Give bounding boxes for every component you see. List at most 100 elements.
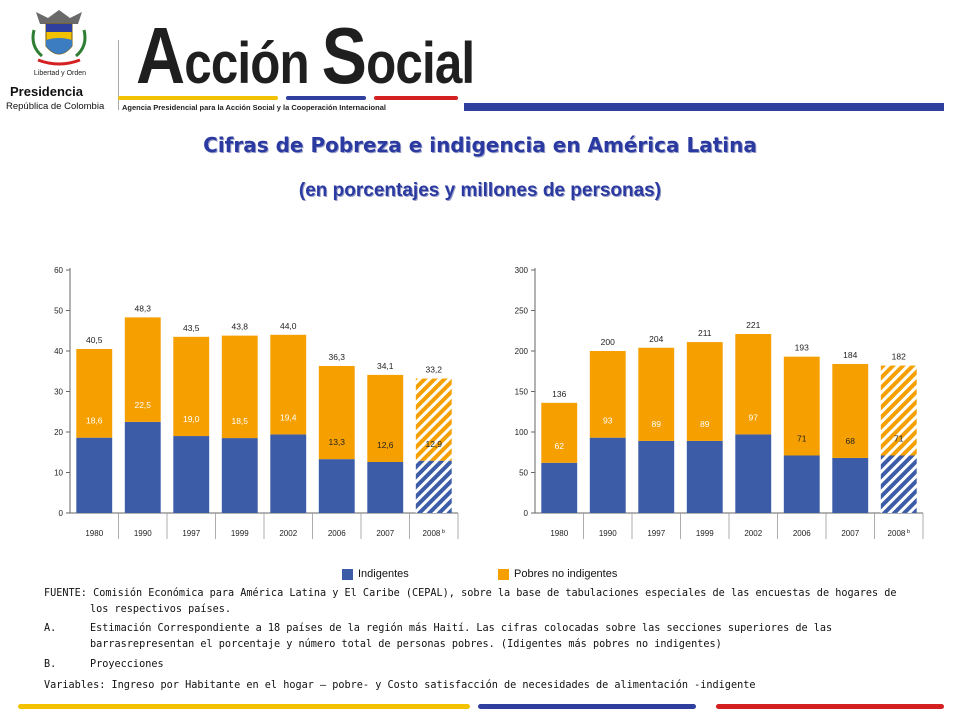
total-value-label: 36,3 [328,352,345,362]
y-tick-label: 10 [54,469,63,478]
bar-indigentes [638,440,675,513]
indigentes-value-label: 71 [894,433,904,443]
x-category-label: 1999 [231,529,249,538]
note-variables: Variables: Ingreso por Habitante en el h… [44,679,756,691]
source-notes: FUENTE: Comisión Económica para América … [44,586,918,693]
y-tick-label: 200 [515,347,529,356]
charts-area: 0 10 20 30 40 50 60 18,6 40,5 1980 22,5 48,3 1990 19,… [40,256,924,586]
bar-indigentes [589,437,626,513]
total-value-label: 184 [843,350,857,360]
indigentes-value-label: 19,0 [183,414,200,424]
bar-indigentes [783,455,820,513]
bar-indigentes [221,438,258,513]
total-value-label: 34,1 [377,361,394,371]
y-tick-label: 0 [59,509,64,518]
total-value-label: 40,5 [86,335,103,345]
footer-bar-blue [478,704,696,709]
note-a: A. Estimación Correspondiente a 18 paíse… [44,621,918,652]
y-tick-label: 100 [515,428,529,437]
bar-pobres-no-indigentes [221,335,258,439]
x-category-superscript: b [440,529,445,535]
bar-indigentes [832,457,869,513]
note-fuente: FUENTE: Comisión Económica para América … [44,588,897,615]
x-category-label: 2002 [279,529,297,538]
bar-pobres-no-indigentes [783,356,820,456]
y-tick-label: 50 [54,307,63,316]
footer-color-bar [0,700,960,712]
footer-bar-yellow [18,704,470,709]
bar-pobres-no-indigentes [832,363,869,458]
logo-word-accion: cción [184,31,309,96]
legend-label-pobres: Pobres no indigentes [514,568,618,580]
republica-label: República de Colombia [6,101,105,112]
y-tick-label: 50 [519,469,528,478]
y-tick-label: 20 [54,428,63,437]
logo-initial-s: S [321,11,367,100]
total-value-label: 48,3 [134,303,151,313]
bar-pobres-no-indigentes [541,402,578,463]
indigentes-value-label: 19,4 [280,412,297,422]
note-b-marker: B. [44,659,57,670]
x-category-label: 2002 [744,529,762,538]
indigentes-value-label: 62 [555,441,565,451]
bar-pobres-no-indigentes [415,378,452,461]
bar-pobres-no-indigentes [589,351,626,438]
motto-text: Libertad y Orden [33,70,87,77]
x-category-label: 2006 [328,529,346,538]
page-header: Libertad y Orden Presidencia República d… [0,0,960,125]
bar-indigentes [76,437,113,513]
x-category-label: 1990 [134,529,152,538]
bar-indigentes [318,459,355,513]
bar-indigentes [880,455,917,513]
note-b: B. Proyecciones [44,657,918,673]
x-category-label: 2008 b [423,529,445,538]
legend-swatch-pobres [498,569,509,580]
indigentes-value-label: 68 [846,436,856,446]
indigentes-value-label: 18,6 [86,416,103,426]
x-category-label: 1999 [696,529,714,538]
legend-swatch-indigentes [342,569,353,580]
bar-pobres-no-indigentes [76,348,113,438]
y-tick-label: 150 [515,388,529,397]
total-value-label: 221 [746,320,760,330]
bar-pobres-no-indigentes [367,374,404,462]
total-value-label: 43,8 [231,322,248,332]
indigentes-value-label: 71 [797,433,807,443]
presidencia-label: Presidencia [10,84,83,99]
indigentes-value-label: 18,5 [231,416,248,426]
y-tick-label: 0 [524,509,529,518]
page-title: Cifras de Pobreza e indigencia en Améric… [203,133,757,157]
indigentes-value-label: 22,5 [134,400,151,410]
logo-bar-blue [286,96,366,100]
logo-color-bar [118,96,458,100]
y-tick-label: 40 [54,347,63,356]
total-value-label: 136 [552,389,566,399]
x-category-label: 1997 [647,529,665,538]
indigentes-value-label: 93 [603,416,613,426]
y-tick-label: 30 [54,388,63,397]
bar-pobres-no-indigentes [124,317,161,422]
x-category-label: 2007 [376,529,394,538]
bar-indigentes [415,460,452,513]
total-value-label: 211 [698,328,712,338]
bar-pobres-no-indigentes [318,365,355,460]
note-b-text: Proyecciones [90,659,164,670]
header-blue-rule [464,103,944,111]
logo-initial-a: A [136,11,185,100]
x-category-label: 1980 [550,529,568,538]
indigentes-value-label: 89 [700,419,710,429]
x-category-label: 2008 b [888,529,910,538]
indigentes-value-label: 12,6 [377,440,394,450]
total-value-label: 193 [795,343,809,353]
header-divider [118,40,119,110]
bar-indigentes [124,421,161,513]
y-tick-label: 60 [54,266,63,275]
poverty-millions-chart: 0 50 100 150 200 250 300 62 136 1980 93 200 1990 89 20… [515,266,924,539]
total-value-label: 182 [892,352,906,362]
logo-word-social: ocial [366,31,475,96]
bar-pobres-no-indigentes [173,336,210,437]
y-tick-label: 300 [515,266,529,275]
page-subtitle: (en porcentajes y millones de personas) [298,180,662,201]
total-value-label: 44,0 [280,321,297,331]
legend-label-indigentes: Indigentes [358,568,409,580]
